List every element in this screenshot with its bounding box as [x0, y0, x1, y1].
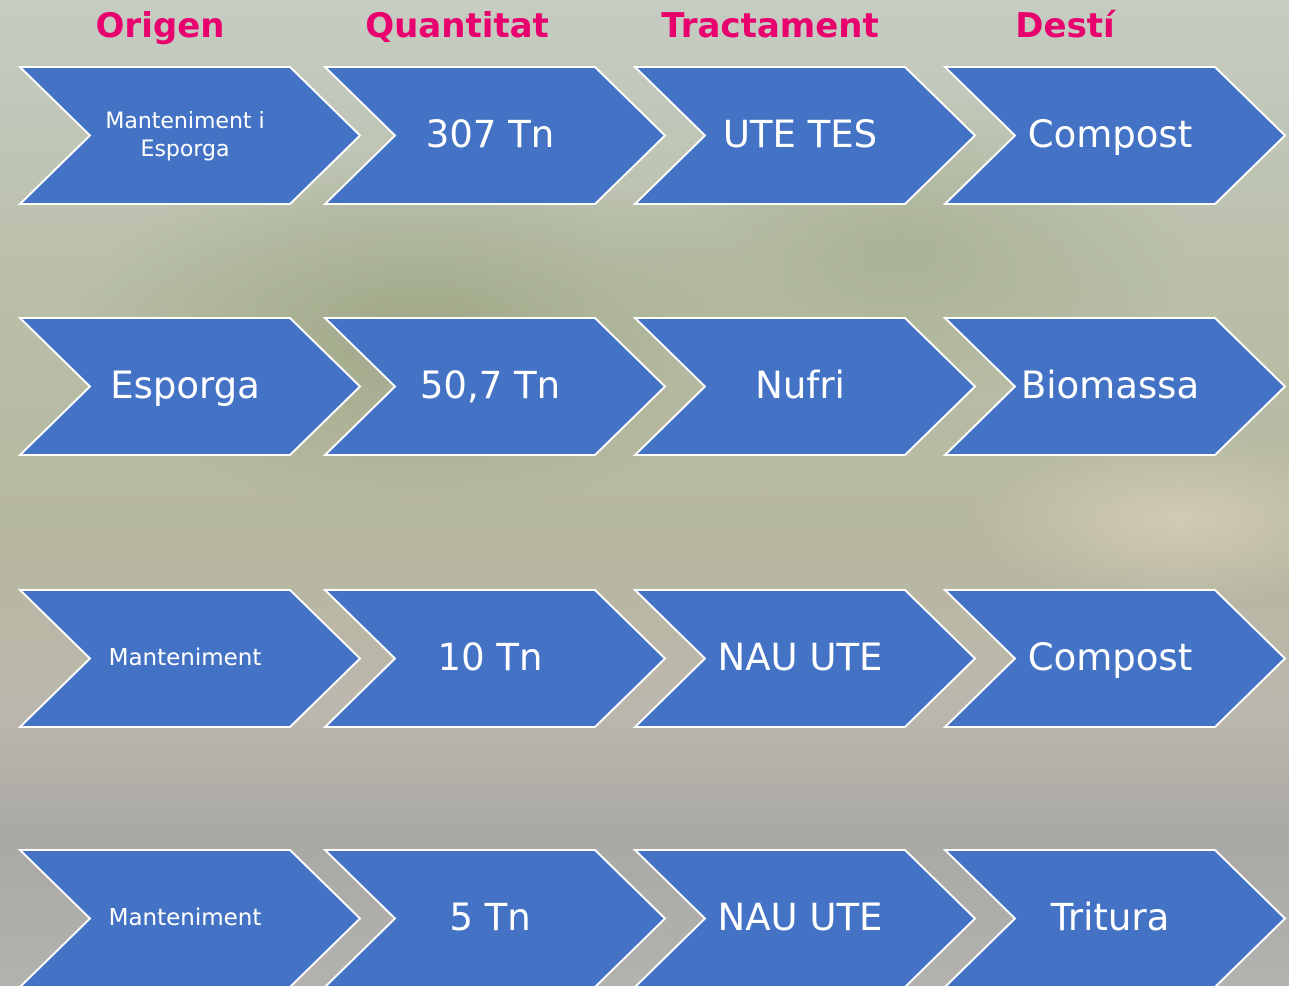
- step-label: 10 Tn: [395, 590, 585, 727]
- step-label: NAU UTE: [705, 850, 895, 987]
- step-label: Manteniment: [90, 590, 280, 727]
- page: (() => { const data = JSON.parse(documen…: [0, 0, 1289, 986]
- step-label: 50,7 Tn: [395, 318, 585, 455]
- step-label: Manteniment i Esporga: [90, 67, 280, 204]
- step-label: Compost: [1015, 590, 1205, 727]
- step-label: Nufri: [705, 318, 895, 455]
- step-label: UTE TES: [705, 67, 895, 204]
- column-header: Quantitat: [365, 6, 549, 46]
- column-header: Tractament: [661, 6, 878, 46]
- step-label: NAU UTE: [705, 590, 895, 727]
- step-label: Tritura: [1015, 850, 1205, 987]
- column-header: Destí: [1015, 6, 1114, 46]
- step-label: 307 Tn: [395, 67, 585, 204]
- step-label: 5 Tn: [395, 850, 585, 987]
- step-label: Esporga: [90, 318, 280, 455]
- step-label: Manteniment: [90, 850, 280, 987]
- step-label: Compost: [1015, 67, 1205, 204]
- step-label: Biomassa: [1015, 318, 1205, 455]
- column-header: Origen: [96, 6, 225, 46]
